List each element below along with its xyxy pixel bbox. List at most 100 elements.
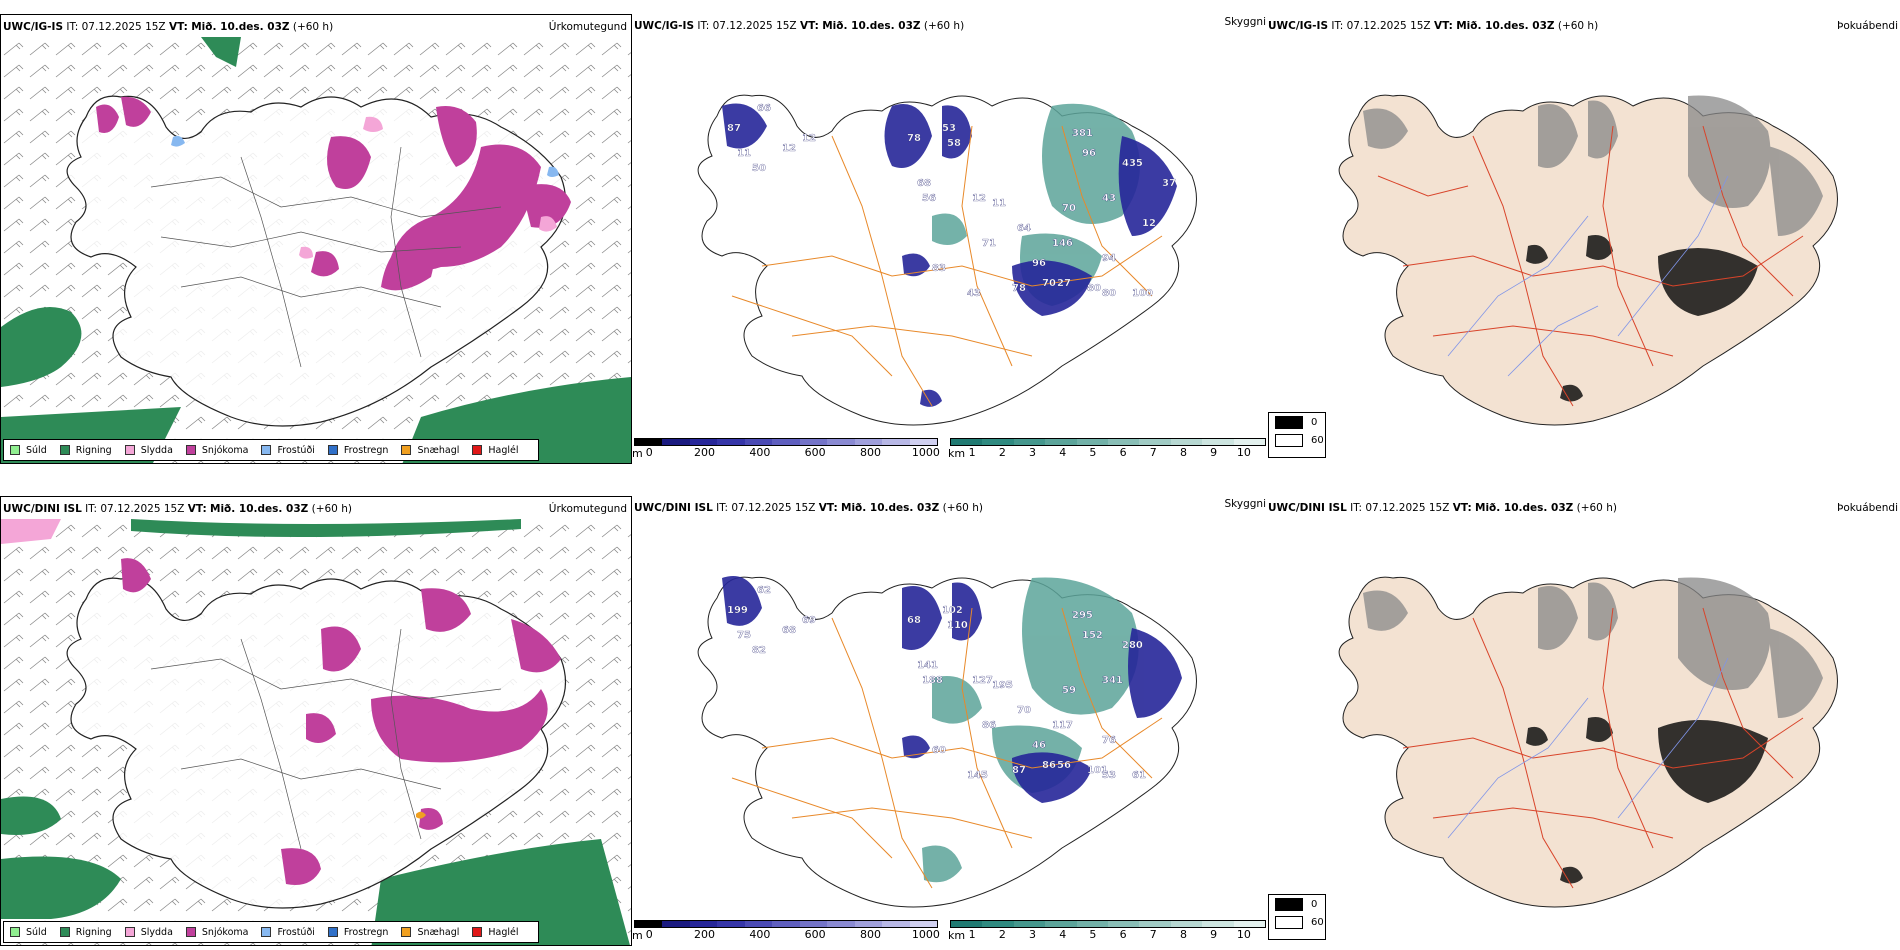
visibility-value-label: 58 bbox=[947, 138, 961, 149]
visibility-value-label: 66 bbox=[757, 103, 771, 114]
legend-swatch bbox=[185, 927, 196, 937]
visibility-value-label: 53 bbox=[942, 123, 956, 134]
colorbar-tick: 200 bbox=[694, 928, 716, 941]
visibility-value-label: 62 bbox=[757, 585, 771, 596]
visibility-value-label: 195 bbox=[992, 680, 1013, 691]
legend-swatch bbox=[124, 927, 135, 937]
colorbar-cell bbox=[1045, 921, 1077, 927]
legend-swatch bbox=[472, 927, 483, 937]
colorbar-cell bbox=[772, 921, 800, 927]
panel-title: Úrkomutegund bbox=[548, 21, 627, 33]
visibility-value-label: 68 bbox=[907, 615, 921, 626]
visibility-value-label: 68 bbox=[782, 625, 796, 636]
visibility-value-label: 70 bbox=[1042, 278, 1056, 289]
visibility-ticks: 1 2 3 4 5 6 7 8 9 10 bbox=[950, 928, 1266, 941]
panel-title: Úrkomutegund bbox=[548, 503, 627, 515]
visibility-value-label: 69 bbox=[802, 615, 816, 626]
colorbar-tick: 3 bbox=[1029, 446, 1036, 459]
visibility-ticks: 1 2 3 4 5 6 7 8 9 10 bbox=[950, 446, 1266, 459]
colorbar-cell bbox=[1108, 921, 1140, 927]
visibility-value-label: 43 bbox=[1102, 193, 1116, 204]
map-header: UWC/DINI ISL IT: 07.12.2025 15Z VT: Mið.… bbox=[3, 503, 352, 515]
colorbar-cell bbox=[951, 921, 983, 927]
legend-swatch bbox=[185, 445, 196, 455]
fog-legend-swatch bbox=[1275, 415, 1303, 429]
visibility-value-label: 12 bbox=[1142, 218, 1156, 229]
visibility-value-label: 12 bbox=[972, 193, 986, 204]
colorbar-cell bbox=[982, 439, 1014, 445]
colorbar-cell bbox=[744, 439, 773, 445]
colorbar-cell bbox=[854, 921, 883, 927]
colorbar-tick: 7 bbox=[1149, 446, 1157, 459]
fog-legend: 0 60 bbox=[1268, 894, 1326, 940]
colorbar-tick: 8 bbox=[1179, 446, 1187, 459]
colorbar-cell bbox=[1076, 921, 1109, 927]
visibility-colorbar: 1 2 3 4 5 6 7 8 9 10 km bbox=[948, 438, 1266, 460]
colorbar-tick: 400 bbox=[749, 446, 771, 459]
colorbar-tick: 5 bbox=[1089, 446, 1097, 459]
fog-panel-row1: UWC/IG-IS IT: 07.12.2025 15Z VT: Mið. 10… bbox=[1268, 14, 1900, 464]
precip-panel-row2: UWC/DINI ISL IT: 07.12.2025 15Z VT: Mið.… bbox=[0, 496, 632, 946]
legend-swatch bbox=[59, 445, 70, 455]
legend-swatch bbox=[401, 927, 412, 937]
visibility-value-label: 295 bbox=[1072, 610, 1093, 621]
colorbar-cell bbox=[635, 439, 663, 445]
precip-panel-row1: UWC/IG-IS IT: 07.12.2025 15Z VT: Mið. 10… bbox=[0, 14, 632, 464]
colorbar-cell bbox=[799, 439, 828, 445]
visibility-value-label: 68 bbox=[917, 178, 931, 189]
colorbar-tick: 2 bbox=[998, 928, 1006, 941]
visibility-value-label: 188 bbox=[922, 675, 943, 686]
colorbar-cell bbox=[882, 439, 910, 445]
visibility-value-label: 12 bbox=[782, 143, 796, 154]
visibility-colorbar: 1 2 3 4 5 6 7 8 9 10 km bbox=[948, 920, 1266, 942]
colorbar-tick: 10 bbox=[1236, 446, 1251, 459]
visibility-value-label: 102 bbox=[942, 605, 963, 616]
ceiling-ticks: 0 200 400 600 800 1000 bbox=[634, 446, 940, 459]
legend-item: Snjókoma bbox=[185, 445, 248, 456]
panel-title: Skyggni bbox=[1224, 498, 1267, 510]
colorbar-cell bbox=[1013, 439, 1046, 445]
visibility-value-label: 12 bbox=[802, 133, 816, 144]
panel-title: Þokuábendi bbox=[1837, 502, 1898, 514]
legend-item: Frostregn bbox=[327, 445, 388, 456]
colorbar-tick: 1000 bbox=[911, 446, 940, 459]
colorbar-cell bbox=[1202, 439, 1234, 445]
colorbar-cell bbox=[635, 921, 663, 927]
colorbar-cell bbox=[717, 439, 745, 445]
precip-legend: Súld Rigning Slydda Snjókoma Frostúði Fr… bbox=[3, 921, 539, 943]
fog-legend: 0 60 bbox=[1268, 412, 1326, 458]
colorbar-cell bbox=[662, 921, 690, 927]
legend-item: Haglél bbox=[472, 927, 519, 938]
colorbar-cell bbox=[909, 439, 937, 445]
colorbar-cell bbox=[1233, 439, 1266, 445]
colorbar-cell bbox=[827, 921, 855, 927]
visibility-value-label: 70 bbox=[1062, 203, 1076, 214]
visibility-value-label: 71 bbox=[982, 238, 996, 249]
visibility-value-label: 152 bbox=[1082, 630, 1103, 641]
colorbar-cell bbox=[662, 439, 690, 445]
colorbar-tick: 1 bbox=[968, 928, 976, 941]
visibility-value-label: 70 bbox=[1017, 705, 1031, 716]
colorbar-tick: 600 bbox=[804, 928, 826, 941]
visibility-value-label: 141 bbox=[917, 660, 938, 671]
visibility-value-label: 80 bbox=[1087, 283, 1101, 294]
colorbar-tick: 400 bbox=[749, 928, 771, 941]
colorbar-cell bbox=[689, 921, 718, 927]
visibility-value-label: 341 bbox=[1102, 675, 1123, 686]
legend-swatch bbox=[327, 445, 338, 455]
colorbar-cell bbox=[1170, 439, 1203, 445]
colorbar-cell bbox=[1202, 921, 1234, 927]
map-header: UWC/DINI ISL IT: 07.12.2025 15Z VT: Mið.… bbox=[634, 502, 983, 514]
colorbar-cell bbox=[1139, 439, 1171, 445]
colorbar-tick: 8 bbox=[1179, 928, 1187, 941]
visibility-value-label: 37 bbox=[1162, 178, 1176, 189]
colorbar-tick: 5 bbox=[1089, 928, 1097, 941]
colorbar-cell bbox=[854, 439, 883, 445]
fog-legend-swatch bbox=[1275, 433, 1303, 447]
colorbar-cell bbox=[982, 921, 1014, 927]
visibility-value-label: 87 bbox=[1012, 765, 1026, 776]
legend-swatch bbox=[10, 445, 20, 455]
colorbar-tick: 9 bbox=[1210, 928, 1218, 941]
